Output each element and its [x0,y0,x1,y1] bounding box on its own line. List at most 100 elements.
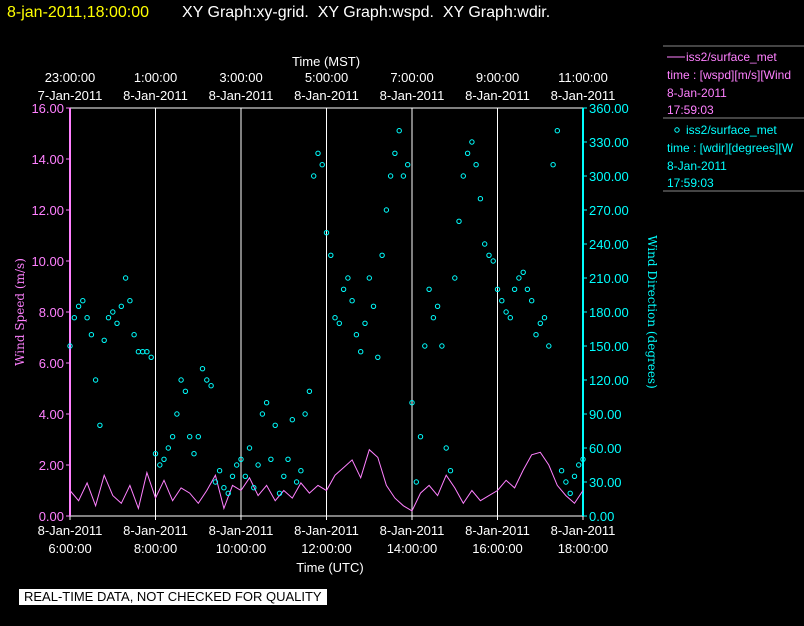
wind-direction-point [169,434,176,440]
wind-direction-point [362,320,368,326]
wind-direction-point [383,207,390,213]
wind-direction-point [443,445,449,451]
wind-direction-point [105,315,112,321]
wind-direction-point [208,383,214,389]
legend-wdir-marker [674,127,680,133]
wind-direction-point [499,298,505,304]
mst-tick-time: 1:00:00 [134,70,177,85]
wind-direction-tick-label: 240.00 [589,237,629,252]
wind-direction-point [259,411,266,417]
wind-direction-point [328,252,334,259]
legend-wspd-source: iss2/surface_met [686,50,777,64]
legend-wdir-time: 17:59:03 [667,176,714,190]
wind-direction-point [511,286,518,292]
wind-direction-point [272,422,278,428]
wind-direction-point [400,173,407,179]
wind-direction-point [447,468,454,474]
wind-direction-tick-label: 120.00 [589,373,629,388]
wind-direction-point [482,241,488,247]
wind-direction-point [486,252,492,259]
mst-tick-time: 7:00:00 [390,70,433,85]
wind-direction-point [246,445,253,451]
wind-direction-point [293,479,300,485]
vertical-gridlines [155,108,584,516]
wind-direction-point [392,150,398,157]
wind-direction-point [524,286,531,292]
wind-direction-point [563,479,569,485]
utc-tick-labels: 8-Jan-2011 6:00:00 8-Jan-2011 8:00:00 8-Jan-… [38,516,616,556]
wind-speed-tick-labels: 0.00 2.00 4.00 6.00 8.00 10.00 12.00 14.00 16.00 [31,101,70,524]
wind-direction-point [439,343,445,349]
wind-direction-point [229,473,236,479]
wind-direction-tick-label: 0.00 [589,509,614,524]
wind-direction-point [281,473,287,479]
wind-direction-point [405,162,411,168]
wind-direction-point [127,298,133,304]
wind-direction-point [430,315,437,321]
wind-direction-point [225,490,231,496]
mst-tick-labels: 23:00:00 7-Jan-2011 1:00:00 8-Jan-2011 3:00:… [38,70,616,103]
wind-direction-point [242,473,249,479]
legend-wdir-variable: time : [wdir][degrees][W [667,141,794,155]
wind-direction-point [122,275,129,281]
wind-direction-point [336,320,342,326]
utc-tick-time: 6:00:00 [48,541,91,556]
wind-direction-point [84,315,90,321]
wind-speed-tick-label: 4.00 [39,407,64,422]
wind-direction-point [255,462,261,468]
wind-direction-tick-label: 60.00 [589,441,622,456]
wind-direction-point [396,128,402,134]
wind-direction-point [306,388,313,394]
mst-tick-date: 8-Jan-2011 [380,88,445,103]
wind-direction-point [516,275,522,281]
wind-direction-series [67,128,586,496]
mst-tick-date: 8-Jan-2011 [551,88,616,103]
wind-direction-point [464,150,471,157]
wind-direction-tick-label: 90.00 [589,407,622,422]
wind-speed-tick-label: 8.00 [39,305,64,320]
utc-tick-date: 8-Jan-2011 [465,523,530,538]
utc-tick-date: 8-Jan-2011 [123,523,188,538]
wind-direction-tick-label: 30.00 [589,475,622,490]
wind-direction-point [114,320,120,326]
utc-tick-date: 8-Jan-2011 [551,523,616,538]
wind-direction-point [135,349,142,355]
mst-tick-date: 8-Jan-2011 [294,88,359,103]
wind-direction-point [80,298,86,304]
wind-direction-point [174,411,180,417]
left-axis-title: Wind Speed (m/s) [13,258,27,366]
wind-direction-point [311,173,317,179]
wind-direction-point [379,252,385,259]
wind-direction-point [216,468,223,474]
wind-speed-tick-label: 14.00 [31,152,64,167]
wind-direction-point [558,468,565,474]
wind-direction-point [221,485,227,491]
top-axis-title: Time (MST) [292,54,360,69]
wind-direction-point [456,218,462,225]
wind-direction-point [422,343,428,349]
wind-direction-point [238,456,244,462]
utc-tick-date: 8-Jan-2011 [294,523,359,538]
wind-direction-point [413,479,419,485]
wind-direction-point [148,354,154,360]
wind-direction-point [567,490,573,496]
wind-direction-point [417,434,424,440]
utc-tick-time: 14:00:00 [387,541,438,556]
wind-speed-tick-label: 6.00 [39,356,64,371]
wind-speed-tick-label: 12.00 [31,203,64,218]
wind-direction-tick-label: 360.00 [589,101,629,116]
wind-direction-point [131,332,137,338]
legend-wspd-date: 8-Jan-2011 [667,86,727,100]
legend-wspd-variable: time : [wspd][m/s][Wind [667,68,791,82]
wind-direction-point [75,303,82,309]
wind-direction-point [366,275,372,281]
wind-direction-point [191,451,197,457]
wind-direction-point [503,309,509,315]
wind-speed-tick-label: 16.00 [31,101,64,116]
wind-direction-point [340,286,347,292]
wind-direction-point [332,315,338,321]
header-timestamp: 8-jan-2011,18:00:00 [7,4,149,21]
wind-direction-point [469,139,475,145]
mst-tick-time: 11:00:00 [558,70,608,85]
